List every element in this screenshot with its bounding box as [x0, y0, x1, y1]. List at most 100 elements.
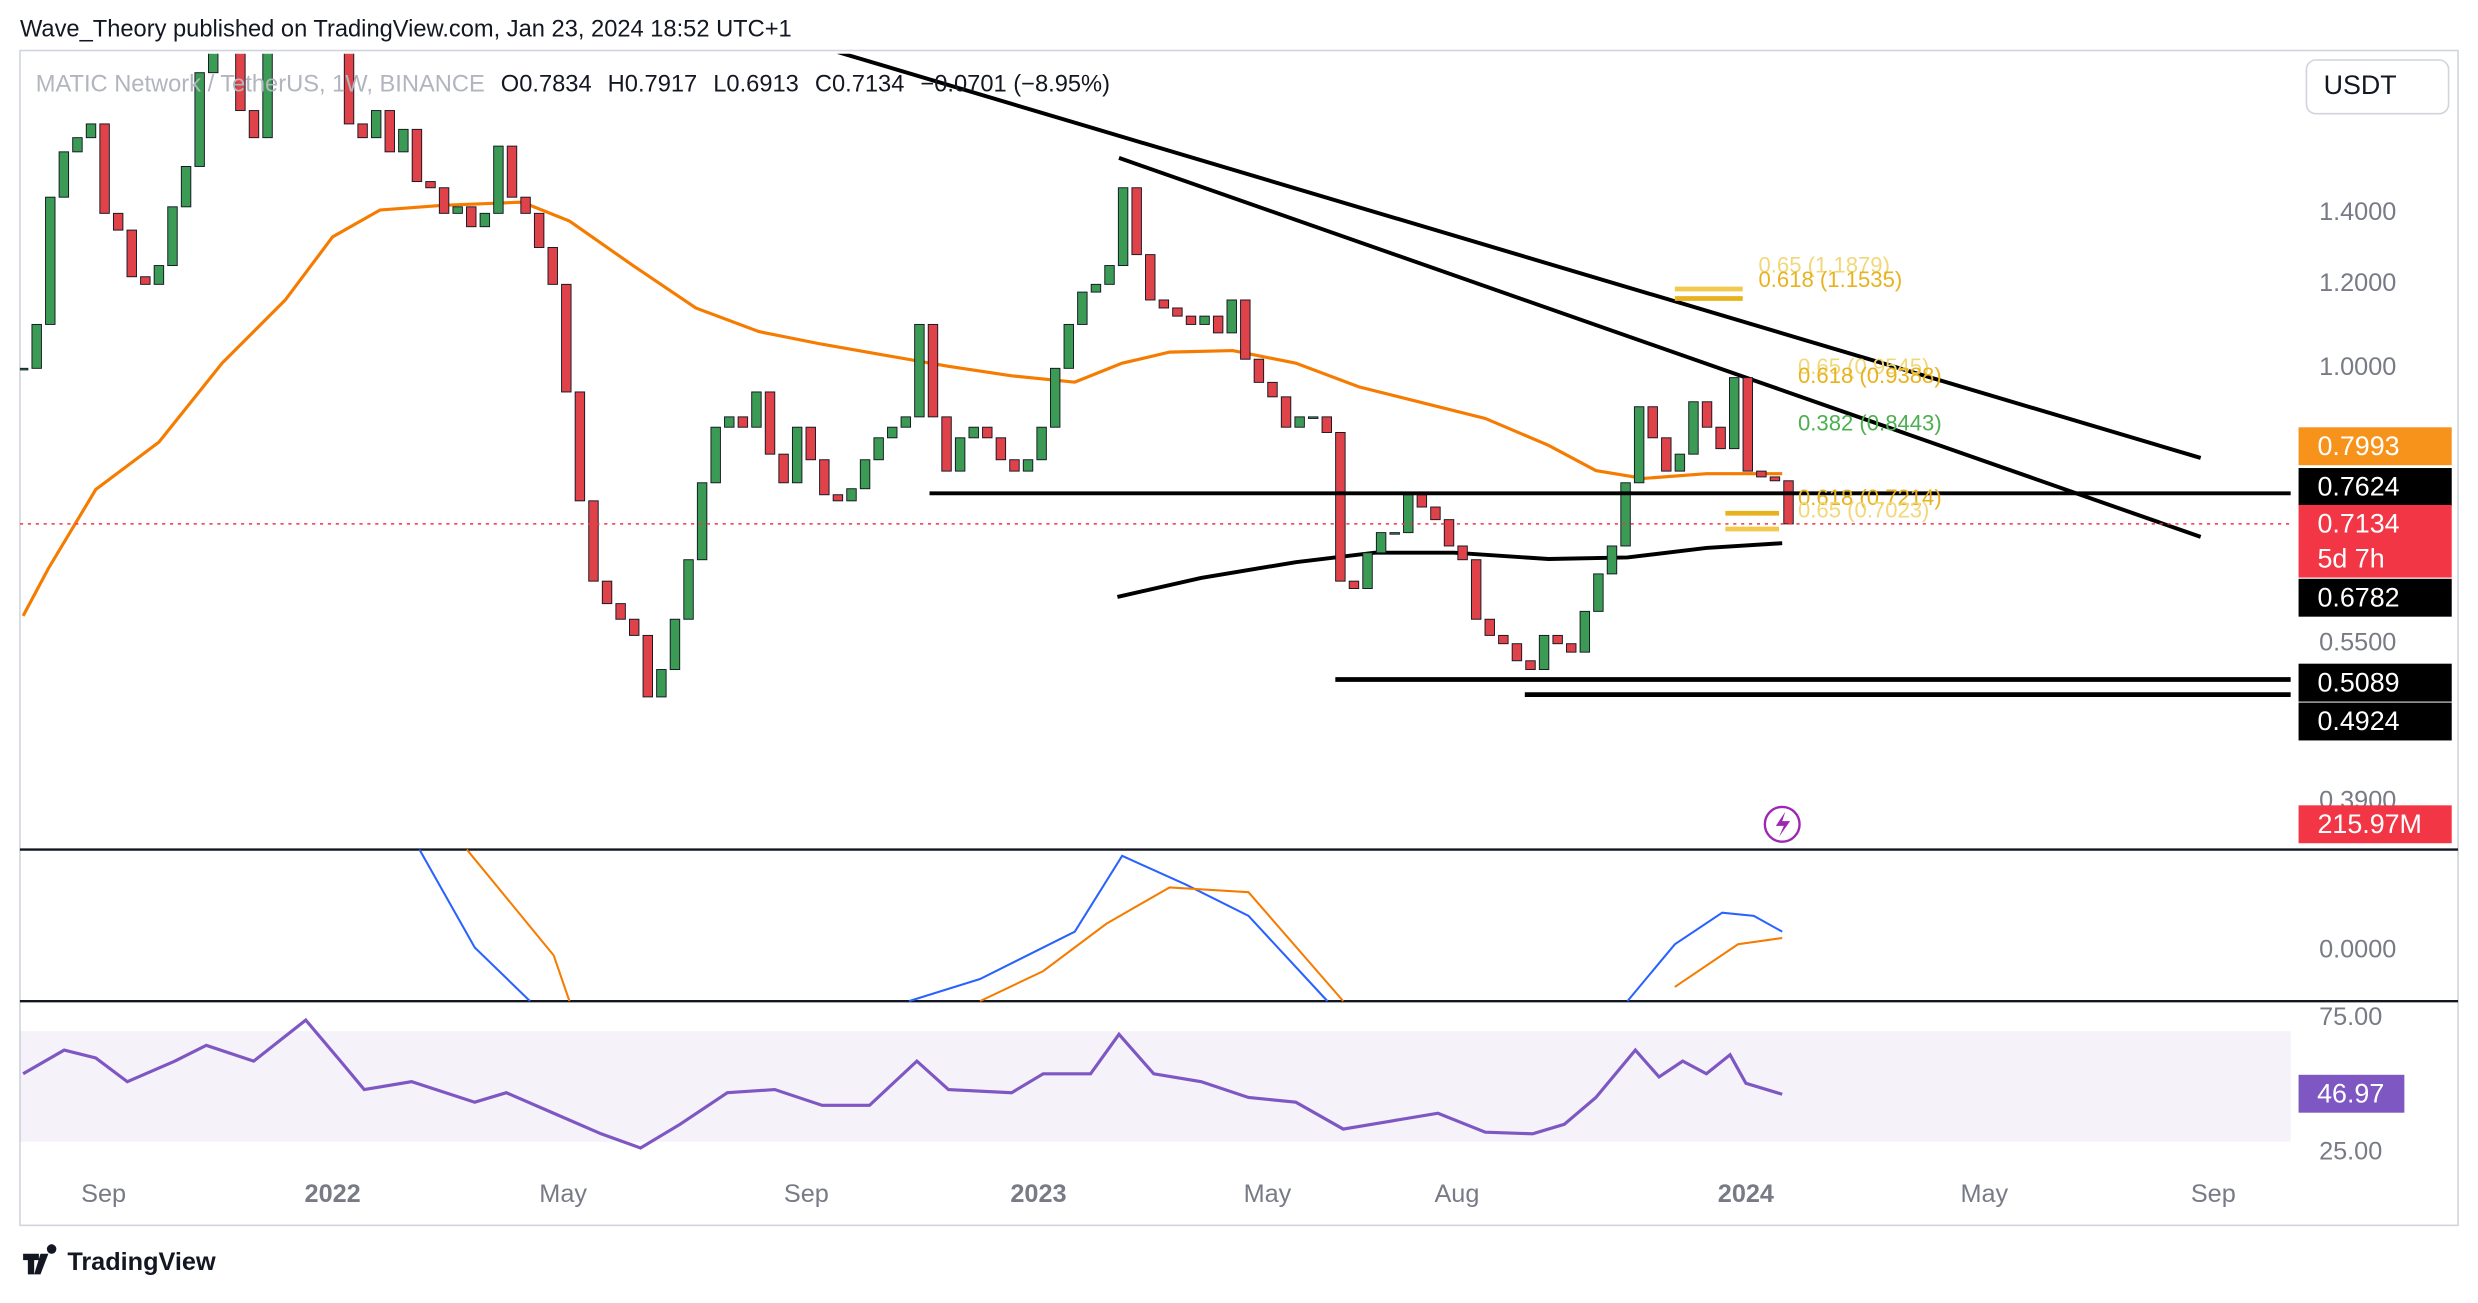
candle-body — [343, 53, 355, 125]
candle-body — [1036, 426, 1047, 461]
candle-body — [1416, 494, 1428, 508]
x-tick-label: Sep — [2191, 1180, 2236, 1208]
candle-body — [357, 123, 368, 139]
price-label: 0.6782 — [2318, 582, 2400, 612]
candle-body — [900, 416, 912, 428]
rsi-line — [22, 1017, 1783, 1150]
candle-body — [819, 459, 830, 496]
candle-body — [1226, 299, 1237, 334]
candle-body — [31, 323, 42, 369]
candle-body — [1199, 315, 1210, 325]
price-label: 0.7134 — [2318, 509, 2400, 539]
candle-body — [1769, 476, 1781, 482]
moving-average-200 — [1116, 541, 1783, 599]
fib-label: 0.382 (0.8443) — [1798, 411, 1942, 436]
candle-body — [927, 323, 939, 418]
symbol: MATIC Network / TetherUS, 1W, BINANCE — [36, 72, 485, 98]
candle-body — [724, 416, 735, 428]
candle-body — [968, 426, 979, 439]
candle-body — [72, 137, 83, 153]
candle-body — [873, 437, 884, 461]
brand: TradingView — [67, 1248, 216, 1276]
candle-body — [1145, 254, 1156, 301]
candle-body — [805, 426, 816, 461]
rsi-value: 46.97 — [2317, 1078, 2384, 1108]
fib-label: 0.618 (1.1535) — [1759, 267, 1903, 292]
candle-body — [615, 603, 626, 620]
candle-body — [914, 323, 925, 418]
candle-body — [1308, 416, 1319, 419]
candle-body — [1375, 532, 1387, 554]
candle-body — [1253, 358, 1265, 383]
candle-body — [1158, 299, 1170, 309]
candle-body — [629, 618, 640, 636]
candle-body — [1362, 552, 1373, 589]
candle-body — [1688, 401, 1699, 455]
y-tick-label: 0.5500 — [2319, 628, 2396, 656]
candle-body — [669, 618, 681, 671]
trendline — [1118, 156, 2202, 539]
rsi-tick-label: 75.00 — [2319, 1003, 2382, 1031]
candle-body — [1715, 426, 1726, 450]
candle-body — [1294, 416, 1305, 428]
candle-body — [683, 559, 694, 620]
candle-body — [1498, 634, 1509, 645]
candle-body — [1742, 377, 1753, 472]
candle-body — [370, 110, 382, 139]
signal-line — [466, 848, 1783, 1003]
volume-label: 215.97M — [2318, 809, 2422, 839]
price-label-box — [2298, 663, 2452, 702]
moving-average — [21, 200, 1783, 617]
close-label: C — [815, 72, 832, 98]
price-label-box — [2298, 702, 2452, 741]
candle-body — [1579, 610, 1591, 653]
candle-body — [982, 426, 993, 439]
change: −0.0701 (−8.95%) — [920, 72, 1110, 98]
candle-body — [887, 426, 898, 439]
candle-body — [1403, 494, 1414, 534]
candle-body — [1661, 437, 1672, 472]
candle-body — [438, 187, 450, 214]
macd-tick-label: 0.0000 — [2319, 935, 2396, 963]
candle-body — [832, 494, 844, 502]
x-tick-label: 2022 — [305, 1180, 361, 1208]
candle-body — [85, 123, 97, 139]
price-label-box — [2298, 468, 2452, 506]
candle-body — [1022, 459, 1034, 472]
symbol-legend: MATIC Network / TetherUS, 1W, BINANCE O0… — [36, 72, 1110, 98]
candle-body — [248, 110, 260, 139]
candle-body — [1185, 315, 1197, 325]
candle-body — [1484, 618, 1495, 636]
low-label: L — [713, 72, 726, 98]
candle-body — [1077, 291, 1088, 325]
price-label: 0.7993 — [2318, 431, 2400, 461]
candle-body — [995, 437, 1007, 461]
price-label-box — [2298, 504, 2452, 578]
candle-body — [1525, 660, 1536, 671]
candle-body — [466, 206, 477, 228]
candle-body — [764, 391, 776, 455]
candle-body — [1511, 643, 1523, 662]
y-tick-label: 1.0000 — [2319, 353, 2396, 381]
candle-body — [1783, 480, 1794, 525]
candle-body — [493, 145, 504, 214]
candle-body — [45, 196, 56, 325]
rsi-value-box — [2298, 1074, 2405, 1113]
alert-bolt — [1775, 811, 1791, 837]
high-label: H — [608, 72, 625, 98]
candle-body — [1443, 519, 1455, 547]
candle-body — [1457, 545, 1468, 561]
candle-body — [1009, 459, 1020, 472]
currency-button[interactable] — [2305, 59, 2450, 115]
macd-line — [418, 849, 1783, 1003]
trendline — [837, 53, 2202, 460]
candle-body — [411, 128, 423, 183]
candle-body — [167, 206, 178, 267]
price-label: 0.5089 — [2318, 667, 2400, 697]
price-pane — [19, 53, 2202, 698]
candle-body — [696, 482, 708, 561]
candle-body — [1049, 367, 1061, 428]
candle-body — [710, 426, 721, 484]
